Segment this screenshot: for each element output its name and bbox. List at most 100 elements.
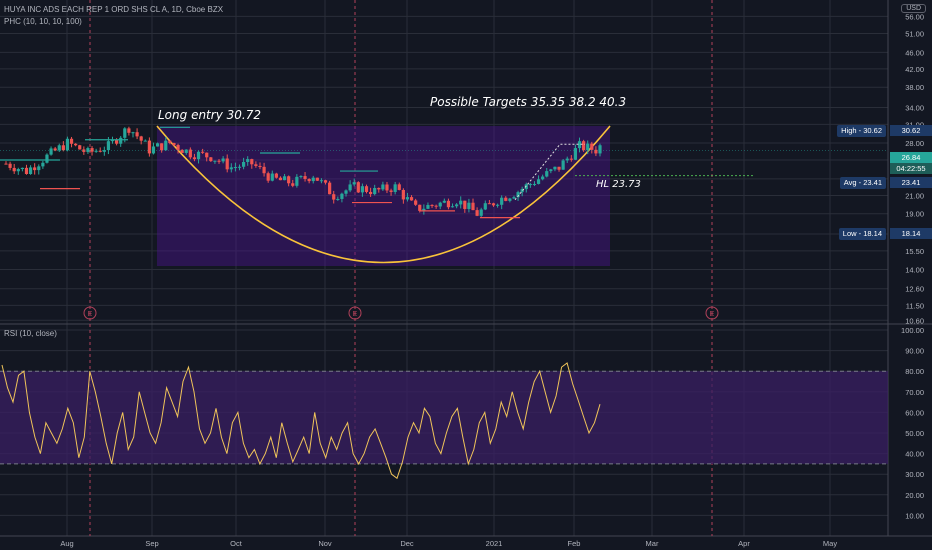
candle-body xyxy=(94,150,98,152)
candle-body xyxy=(442,200,446,203)
candle-body xyxy=(8,163,12,168)
x-tick-label: Oct xyxy=(230,539,243,548)
candle-body xyxy=(590,143,594,150)
candle-body xyxy=(147,140,151,154)
candle-body xyxy=(323,180,328,183)
candle-body xyxy=(139,136,143,141)
x-tick-label: Mar xyxy=(646,539,659,548)
symbol-title: HUYA INC ADS EACH REP 1 ORD SHS CL A, 1D… xyxy=(4,5,224,14)
candle-body xyxy=(446,200,451,208)
candle-body xyxy=(258,165,262,167)
candle-body xyxy=(311,177,315,182)
candle-body xyxy=(438,202,442,207)
y-tick-label: 28.00 xyxy=(905,139,924,148)
x-tick-label: 2021 xyxy=(486,539,503,548)
candle-body xyxy=(127,128,131,133)
candle-body xyxy=(123,128,127,138)
long-entry-annotation: Long entry 30.72 xyxy=(158,108,261,122)
candle-body xyxy=(49,148,53,155)
candle-body xyxy=(491,203,496,206)
candle-body xyxy=(155,143,160,147)
high-price-label: 30.62 xyxy=(890,125,932,136)
earnings-marker-label: E xyxy=(88,311,93,318)
candle-body xyxy=(360,186,364,193)
candle-body xyxy=(168,140,172,144)
candle-body xyxy=(106,141,111,151)
candle-body xyxy=(557,166,561,170)
candle-body xyxy=(582,141,586,151)
candle-body xyxy=(16,169,20,172)
candle-body xyxy=(254,164,258,166)
low-price-label: 18.14 xyxy=(890,228,932,239)
candle-body xyxy=(487,203,491,205)
candle-body xyxy=(315,177,319,181)
candle-body xyxy=(586,143,590,151)
candle-body xyxy=(135,132,139,137)
rsi-tick-label: 90.00 xyxy=(905,347,924,356)
y-tick-label: 19.00 xyxy=(905,210,924,219)
candle-body xyxy=(24,167,29,175)
candle-body xyxy=(287,176,291,184)
y-tick-label: 31.00 xyxy=(905,120,924,129)
x-tick-label: Sep xyxy=(145,539,158,548)
candle-body xyxy=(229,167,233,170)
rsi-tick-label: 50.00 xyxy=(905,429,924,438)
candle-body xyxy=(401,189,405,200)
countdown-label: 04:22:55 xyxy=(890,163,932,174)
candle-body xyxy=(180,149,184,153)
candle-body xyxy=(196,151,201,160)
candle-body xyxy=(430,204,434,206)
candle-body xyxy=(4,163,8,165)
candle-body xyxy=(242,161,246,167)
y-tick-label: 11.50 xyxy=(906,301,924,310)
rsi-tick-label: 100.00 xyxy=(901,326,924,335)
targets-annotation: Possible Targets 35.35 38.2 40.3 xyxy=(430,95,627,109)
candle-body xyxy=(61,145,65,151)
earnings-marker-label: E xyxy=(353,311,358,318)
candle-body xyxy=(455,204,459,207)
indicator-legend: PHC (10, 10, 10, 100) xyxy=(4,17,82,26)
candle-body xyxy=(57,145,61,151)
x-tick-label: Apr xyxy=(738,539,750,548)
candle-body xyxy=(225,158,229,170)
candle-body xyxy=(37,166,41,171)
candle-body xyxy=(467,202,471,209)
y-tick-label: 15.50 xyxy=(905,247,924,256)
y-tick-label: 42.00 xyxy=(905,65,924,74)
candle-body xyxy=(266,173,270,181)
rsi-tick-label: 10.00 xyxy=(905,511,924,520)
candle-body xyxy=(573,148,578,160)
candle-body xyxy=(119,137,123,144)
candle-body xyxy=(221,158,225,162)
candle-body xyxy=(250,159,254,165)
y-tick-label: 34.00 xyxy=(905,103,924,112)
rsi-tick-label: 20.00 xyxy=(905,491,924,500)
candle-body xyxy=(475,210,479,216)
candle-body xyxy=(86,148,90,152)
candle-body xyxy=(553,166,557,170)
candle-body xyxy=(426,204,430,209)
candle-body xyxy=(98,150,102,152)
y-tick-label: 56.00 xyxy=(905,12,924,21)
candle-body xyxy=(405,197,410,200)
candle-body xyxy=(479,209,483,216)
candle-body xyxy=(528,184,532,186)
candle-body xyxy=(495,204,500,206)
currency-button[interactable]: USD xyxy=(901,4,926,13)
candle-body xyxy=(295,176,299,186)
candle-body xyxy=(41,162,45,167)
x-tick-label: May xyxy=(823,539,837,548)
cup-curve xyxy=(156,125,611,264)
candle-body xyxy=(172,143,176,146)
candle-body xyxy=(549,169,553,172)
candle-body xyxy=(278,177,283,181)
candle-body xyxy=(397,184,401,190)
candle-body xyxy=(282,176,287,181)
candle-body xyxy=(45,154,49,163)
candle-body xyxy=(160,143,164,151)
candle-body xyxy=(561,160,565,170)
candle-body xyxy=(471,202,475,211)
rsi-tick-label: 80.00 xyxy=(905,367,924,376)
candle-body xyxy=(532,183,537,185)
